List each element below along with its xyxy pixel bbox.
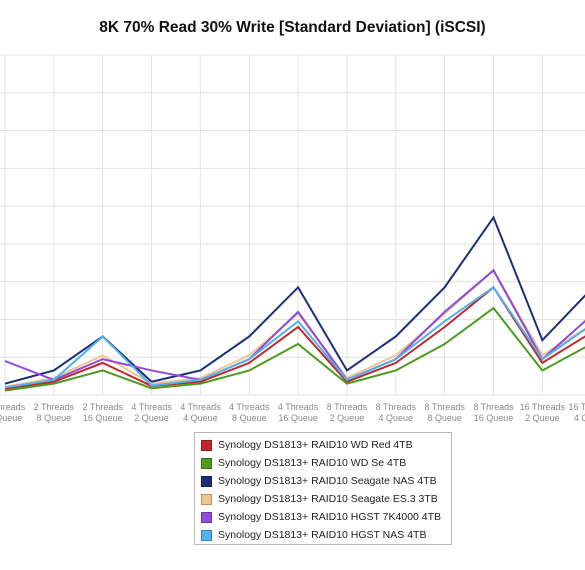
- legend-swatch: [201, 475, 212, 487]
- legend-label: Synology DS1813+ RAID10 HGST NAS 4TB: [218, 529, 427, 541]
- x-tick-label: 4 Threads 4 Queue: [180, 402, 221, 423]
- series-line-2: [4, 306, 585, 392]
- legend-swatch: [201, 511, 212, 523]
- x-tick-label: 4 Threads 8 Queue: [229, 402, 270, 423]
- legend-label: Synology DS1813+ RAID10 Seagate ES.3 3TB: [218, 493, 438, 505]
- legend-label: Synology DS1813+ RAID10 WD Red 4TB: [218, 439, 413, 451]
- x-tick-label: 8 Threads 2 Queue: [327, 402, 368, 423]
- x-tick-label: 2 Threads 8 Queue: [34, 402, 75, 423]
- x-tick-label: 8 Threads 16 Queue: [473, 402, 514, 423]
- x-tick-label: 16 Threads 2 Queue: [520, 402, 566, 423]
- legend-item: Synology DS1813+ RAID10 Seagate ES.3 3TB: [201, 490, 451, 508]
- legend-item: Synology DS1813+ RAID10 WD Se 4TB: [201, 454, 451, 472]
- legend-item: Synology DS1813+ RAID10 WD Red 4TB: [201, 436, 451, 454]
- legend-label: Synology DS1813+ RAID10 Seagate NAS 4TB: [218, 475, 437, 487]
- x-tick-label: 2 Threads 16 Queue: [83, 402, 124, 423]
- x-tick-label: 8 Threads 8 Queue: [424, 402, 465, 423]
- series-line-5: [4, 268, 585, 382]
- legend: Synology DS1813+ RAID10 WD Red 4TB Synolo…: [194, 432, 452, 545]
- legend-item: Synology DS1813+ RAID10 HGST NAS 4TB: [201, 526, 451, 544]
- legend-item: Synology DS1813+ RAID10 HGST 7K4000 4TB: [201, 508, 451, 526]
- legend-swatch: [201, 493, 212, 505]
- series-lines: [4, 215, 585, 392]
- legend-swatch: [201, 457, 212, 469]
- legend-item: Synology DS1813+ RAID10 Seagate NAS 4TB: [201, 472, 451, 490]
- chart-title: 8K 70% Read 30% Write [Standard Deviatio…: [99, 19, 486, 36]
- grid-lines: [0, 54, 585, 396]
- x-tick-label: 8 Threads 4 Queue: [376, 402, 417, 423]
- x-tick-label: 4 Threads 2 Queue: [131, 402, 172, 423]
- series-line-6: [4, 285, 585, 389]
- legend-label: Synology DS1813+ RAID10 HGST 7K4000 4TB: [218, 511, 442, 523]
- legend-swatch: [201, 439, 212, 451]
- legend-swatch: [201, 529, 212, 541]
- legend-label: Synology DS1813+ RAID10 WD Se 4TB: [218, 457, 407, 469]
- x-tick-label: 4 Threads 16 Queue: [278, 402, 319, 423]
- series-line-3: [4, 215, 585, 385]
